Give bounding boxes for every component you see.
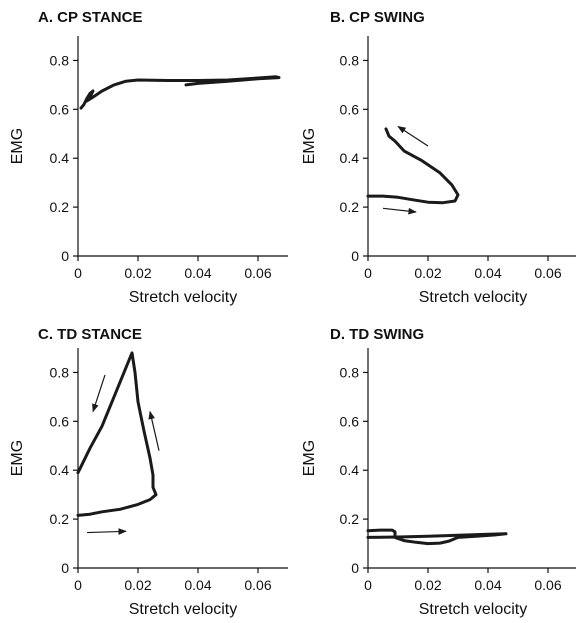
y-tick-label: 0.6	[340, 413, 360, 429]
y-tick-label: 0.2	[50, 199, 70, 215]
x-axis-label: Stretch velocity	[129, 601, 237, 618]
y-tick-label: 0.4	[50, 150, 70, 166]
y-tick-label: 0	[351, 248, 359, 264]
direction-arrow-1	[382, 207, 417, 215]
x-tick-label: 0.02	[124, 577, 151, 593]
y-tick-label: 0.2	[340, 511, 360, 527]
x-tick-label: 0.04	[184, 577, 211, 593]
y-tick-label: 0.4	[340, 462, 360, 478]
panel-title: A. CP STANCE	[38, 9, 142, 26]
y-tick-label: 0.6	[50, 413, 70, 429]
y-axis-label: EMG	[301, 440, 318, 476]
y-tick-label: 0.8	[340, 52, 360, 68]
x-tick-label: 0.02	[124, 265, 151, 281]
x-tick-label: 0	[74, 577, 82, 593]
x-tick-label: 0	[364, 265, 372, 281]
direction-arrow-1	[148, 410, 160, 451]
y-tick-label: 0	[61, 248, 69, 264]
y-axis-label: EMG	[9, 128, 26, 164]
x-tick-label: 0.06	[244, 577, 271, 593]
x-tick-label: 0	[364, 577, 372, 593]
x-tick-label: 0	[74, 265, 82, 281]
y-axis-label: EMG	[9, 440, 26, 476]
panel-title: D. TD SWING	[330, 326, 424, 343]
series-line-0	[366, 127, 460, 205]
series-line-0	[79, 75, 281, 110]
y-tick-label: 0.8	[340, 364, 360, 380]
x-tick-label: 0.06	[534, 265, 561, 281]
x-tick-label: 0.04	[474, 265, 501, 281]
series-line-0	[76, 351, 158, 517]
y-tick-label: 0.2	[50, 511, 70, 527]
x-tick-label: 0.04	[184, 265, 211, 281]
panel-1: B. CP SWING 0 0.2 0.4 0.6 0.8 0 0.02 0.04 0.06 Str…	[301, 9, 576, 306]
x-tick-label: 0.02	[414, 577, 441, 593]
y-tick-label: 0.4	[340, 150, 360, 166]
x-axis-label: Stretch velocity	[419, 289, 527, 306]
panel-title: B. CP SWING	[330, 9, 425, 26]
series-line-0	[366, 528, 508, 546]
y-tick-label: 0.6	[50, 101, 70, 117]
y-tick-label: 0.6	[340, 101, 360, 117]
x-tick-label: 0.06	[244, 265, 271, 281]
direction-arrow-0	[397, 125, 429, 147]
x-tick-label: 0.04	[474, 577, 501, 593]
direction-arrow-0	[92, 374, 106, 413]
axes	[77, 348, 288, 569]
panel-0: A. CP STANCE 0 0.2 0.4 0.6 0.8 0 0.02 0.04 0.06 St…	[9, 9, 288, 306]
panel-2: C. TD STANCE 0 0.2 0.4 0.6 0.8 0 0.02 0.04 0.06 St…	[9, 326, 288, 618]
x-axis-label: Stretch velocity	[419, 601, 527, 618]
y-tick-label: 0	[61, 560, 69, 576]
y-tick-label: 0.8	[50, 364, 70, 380]
y-tick-label: 0.2	[340, 199, 360, 215]
y-tick-label: 0	[351, 560, 359, 576]
direction-arrow-2	[86, 528, 127, 535]
panel-3: D. TD SWING 0 0.2 0.4 0.6 0.8 0 0.02 0.04 0.06 Str…	[301, 326, 576, 618]
panel-title: C. TD STANCE	[38, 326, 142, 343]
x-axis-label: Stretch velocity	[129, 289, 237, 306]
axes	[77, 36, 288, 257]
x-tick-label: 0.02	[414, 265, 441, 281]
y-tick-label: 0.4	[50, 462, 70, 478]
y-axis-label: EMG	[301, 128, 318, 164]
y-tick-label: 0.8	[50, 52, 70, 68]
x-tick-label: 0.06	[534, 577, 561, 593]
